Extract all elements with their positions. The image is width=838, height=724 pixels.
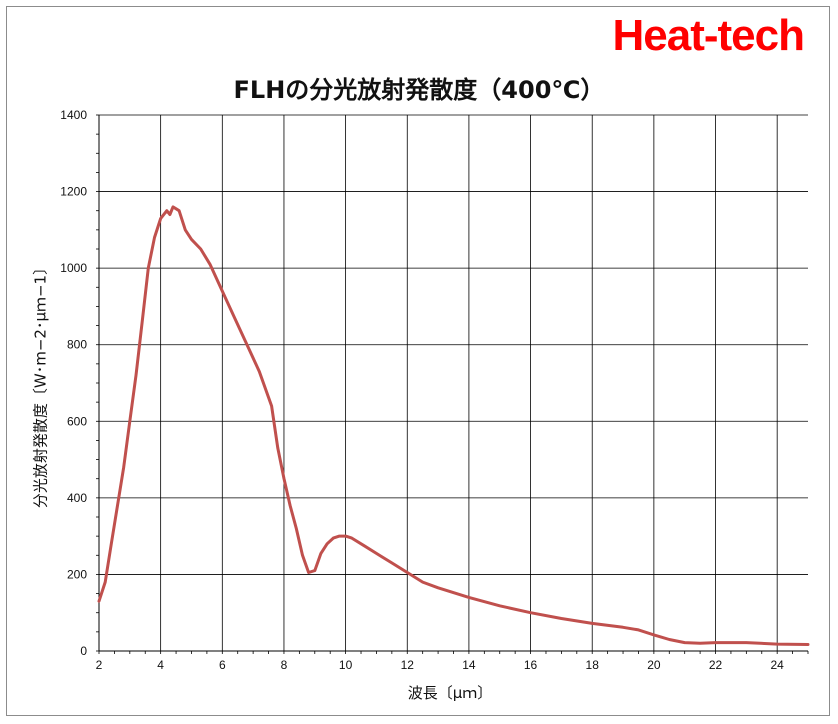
x-tick-label: 22	[709, 658, 723, 672]
data-point	[313, 569, 316, 572]
data-point	[591, 622, 594, 625]
data-point	[437, 587, 439, 589]
data-point	[221, 290, 224, 292]
data-point	[178, 209, 180, 212]
data-point	[98, 600, 100, 603]
data-point	[276, 447, 279, 449]
data-point	[295, 527, 298, 530]
data-point	[344, 535, 347, 537]
data-point	[332, 537, 335, 539]
data-point	[468, 596, 470, 599]
data-point	[406, 571, 409, 574]
data-point	[421, 581, 424, 583]
y-tick-label: 800	[67, 338, 87, 352]
x-tick-label: 6	[219, 658, 226, 672]
x-tick-label: 10	[339, 658, 353, 672]
grid-lines	[99, 114, 808, 651]
y-tick-label: 1000	[60, 261, 87, 275]
x-tick-label: 12	[401, 658, 415, 672]
data-point	[270, 405, 273, 407]
data-point	[529, 611, 532, 614]
x-tick-label: 4	[157, 658, 164, 672]
data-point	[307, 571, 310, 574]
x-tick-label: 8	[281, 658, 288, 672]
y-tick-label: 200	[67, 567, 87, 581]
data-point	[283, 477, 285, 480]
brand-logo: Heat-tech	[612, 11, 805, 60]
data-point	[159, 217, 162, 220]
data-point	[391, 562, 393, 564]
x-tick-labels: 2 4 6 8 10 12 14 16 18 20 22 24	[96, 658, 785, 672]
axes	[96, 114, 809, 654]
data-point	[184, 229, 187, 231]
data-point	[199, 248, 202, 250]
data-point	[326, 543, 328, 545]
chart-frame	[6, 6, 830, 716]
data-point	[776, 643, 778, 645]
data-point	[289, 504, 291, 507]
y-tick-label: 0	[80, 644, 87, 658]
x-tick-label: 24	[770, 658, 784, 672]
chart-title: FLHの分光放射発散度（400℃）	[233, 76, 605, 104]
data-point	[714, 641, 717, 644]
data-point	[637, 629, 640, 631]
data-point	[169, 213, 171, 216]
y-tick-label: 1200	[60, 185, 87, 199]
data-point	[375, 552, 378, 555]
data-point	[683, 641, 686, 644]
data-point	[320, 552, 322, 555]
data-point	[190, 238, 193, 241]
data-point	[141, 320, 143, 323]
data-point	[129, 420, 131, 423]
x-axis-label: 波長〔μｍ〕	[407, 684, 493, 702]
x-tick-label: 16	[524, 658, 538, 672]
data-point	[301, 554, 304, 557]
data-point	[122, 466, 125, 469]
data-point	[338, 535, 341, 537]
y-tick-label: 400	[67, 491, 87, 505]
data-point	[153, 236, 156, 239]
series-line-0	[97, 205, 810, 646]
data-point	[363, 544, 365, 547]
data-point	[116, 504, 119, 507]
data-point	[653, 634, 655, 636]
x-tick-label: 2	[96, 658, 103, 672]
x-tick-label: 14	[462, 658, 476, 672]
data-point	[246, 343, 248, 346]
data-point	[147, 267, 150, 269]
data-point	[258, 370, 261, 373]
y-tick-label: 1400	[60, 108, 87, 122]
y-tick-label: 600	[67, 414, 87, 428]
data-point	[110, 543, 113, 545]
data-point	[807, 643, 809, 646]
data-point	[622, 626, 624, 629]
data-point	[135, 374, 137, 377]
data-point	[209, 263, 211, 266]
data-point	[166, 209, 168, 212]
data-point	[745, 641, 748, 644]
data-point	[560, 617, 563, 620]
data-point	[350, 537, 353, 539]
y-tick-labels: 0 200 400 600 800 1000 1200 1400	[60, 108, 87, 658]
data-point	[175, 208, 177, 210]
data-point	[498, 605, 501, 607]
x-tick-label: 20	[647, 658, 661, 672]
x-tick-label: 18	[586, 658, 600, 672]
data-point	[699, 642, 701, 645]
data-point	[233, 317, 236, 319]
data-point	[668, 638, 671, 641]
series-group	[97, 205, 810, 646]
data-point	[104, 581, 106, 583]
data-point	[172, 206, 174, 208]
